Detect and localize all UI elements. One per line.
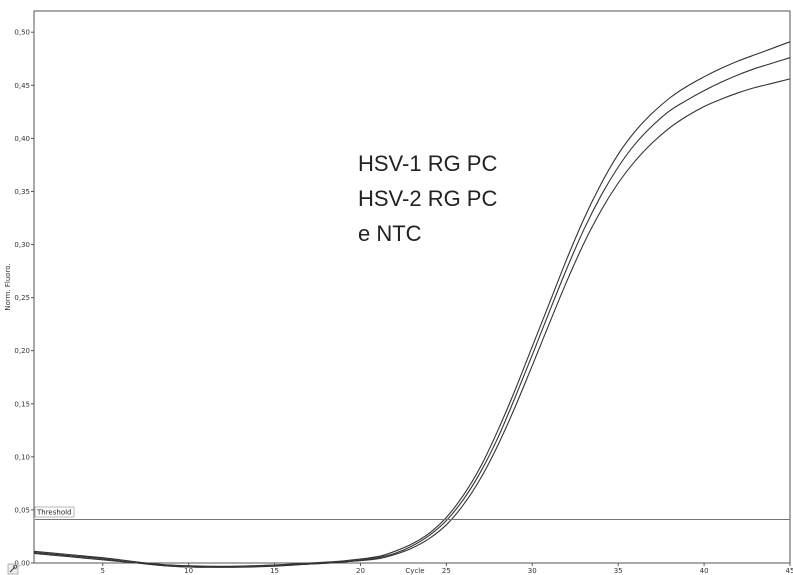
y-tick-label: 0,25 (14, 294, 30, 302)
annotation-box (343, 136, 561, 266)
y-tick-label: 0,15 (14, 400, 30, 408)
x-tick-label: 40 (700, 567, 709, 575)
x-tick-label: 10 (184, 567, 193, 575)
x-tick-label: 20 (356, 567, 365, 575)
y-tick-label: 0,50 (14, 29, 30, 37)
x-tick-label: 15 (270, 567, 279, 575)
annotation-line-2: HSV-2 RG PC (358, 186, 497, 211)
x-tick-label: 5 (100, 567, 104, 575)
y-tick-label: 0,40 (14, 135, 30, 143)
x-tick-label: 30 (528, 567, 537, 575)
x-tick-label: 45 (786, 567, 793, 575)
y-tick-label: 0,45 (14, 82, 30, 90)
series-line-3 (33, 78, 791, 568)
x-axis-title: Cycle (405, 567, 424, 575)
x-tick-label: 25 (442, 567, 451, 575)
y-tick-label: 0,05 (14, 506, 30, 514)
wrench-icon[interactable] (7, 563, 19, 575)
x-tick-label: 35 (614, 567, 623, 575)
annotation-line-3: e NTC (358, 221, 422, 246)
annotation-line-1: HSV-1 RG PC (358, 151, 497, 176)
series-line-2 (33, 57, 791, 568)
y-tick-label: 0,30 (14, 241, 30, 249)
plot-area (33, 10, 791, 564)
y-tick-label: 0,00 (14, 560, 30, 568)
y-axis-title: Norm. Fluoro. (4, 263, 12, 310)
y-tick-label: 0,10 (14, 453, 30, 461)
y-tick-label: 0,20 (14, 347, 30, 355)
threshold-label: Threshold (36, 509, 72, 517)
threshold-tag[interactable]: Threshold (34, 506, 75, 518)
y-tick-label: 0,35 (14, 188, 30, 196)
